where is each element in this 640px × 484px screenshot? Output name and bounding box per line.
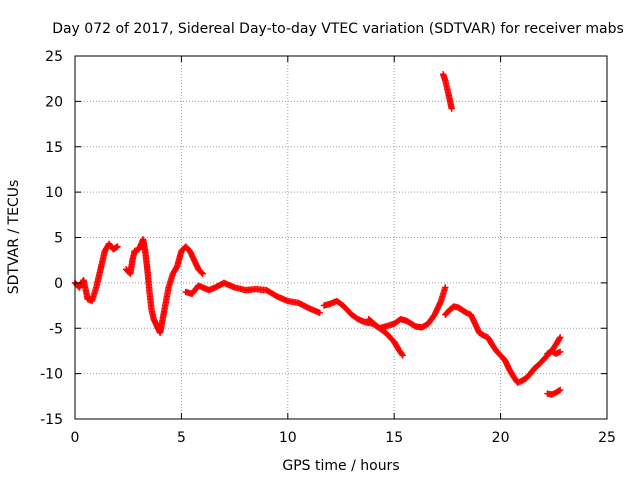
series-seg4 xyxy=(320,284,449,332)
y-tick-label: 15 xyxy=(45,140,63,156)
data-point-marker xyxy=(556,348,564,356)
x-tick-label: 25 xyxy=(598,430,616,446)
y-tick-label: 5 xyxy=(54,231,63,247)
y-tick-label: 0 xyxy=(54,276,63,292)
series-seg2 xyxy=(122,236,206,336)
x-tick-label: 15 xyxy=(385,430,403,446)
x-axis-label: GPS time / hours xyxy=(282,458,399,474)
x-tick-label: 10 xyxy=(279,430,297,446)
series-seg9 xyxy=(544,386,564,398)
x-tick-label: 20 xyxy=(492,430,510,446)
series-seg8 xyxy=(544,347,564,357)
series-seg3 xyxy=(182,279,323,317)
series-seg5 xyxy=(365,315,406,359)
chart-title: Day 072 of 2017, Sidereal Day-to-day VTE… xyxy=(52,21,624,37)
data-point-marker xyxy=(316,309,323,317)
data-point-marker xyxy=(398,351,406,358)
series-seg6 xyxy=(439,70,455,112)
data-point-marker xyxy=(442,284,449,291)
y-tick-label: -5 xyxy=(49,321,63,337)
y-tick-label: -10 xyxy=(40,367,63,383)
data-point-marker xyxy=(448,105,455,112)
y-tick-label: -15 xyxy=(40,412,63,428)
y-tick-label: 25 xyxy=(45,49,63,65)
data-point-marker xyxy=(556,335,563,342)
series-seg7 xyxy=(442,303,564,386)
x-tick-label: 0 xyxy=(71,430,80,446)
series-seg1 xyxy=(71,240,121,305)
data-point-marker xyxy=(114,243,121,250)
y-axis-label: SDTVAR / TECUs xyxy=(6,180,22,295)
x-tick-label: 5 xyxy=(177,430,186,446)
data-point-marker xyxy=(199,270,206,277)
plot-frame xyxy=(74,55,608,420)
data-point-marker xyxy=(399,352,406,359)
y-tick-label: 10 xyxy=(45,185,63,201)
data-point-marker xyxy=(556,386,564,394)
data-point-marker xyxy=(556,334,564,341)
y-tick-label: 20 xyxy=(45,94,63,110)
data-point-marker xyxy=(198,269,205,276)
